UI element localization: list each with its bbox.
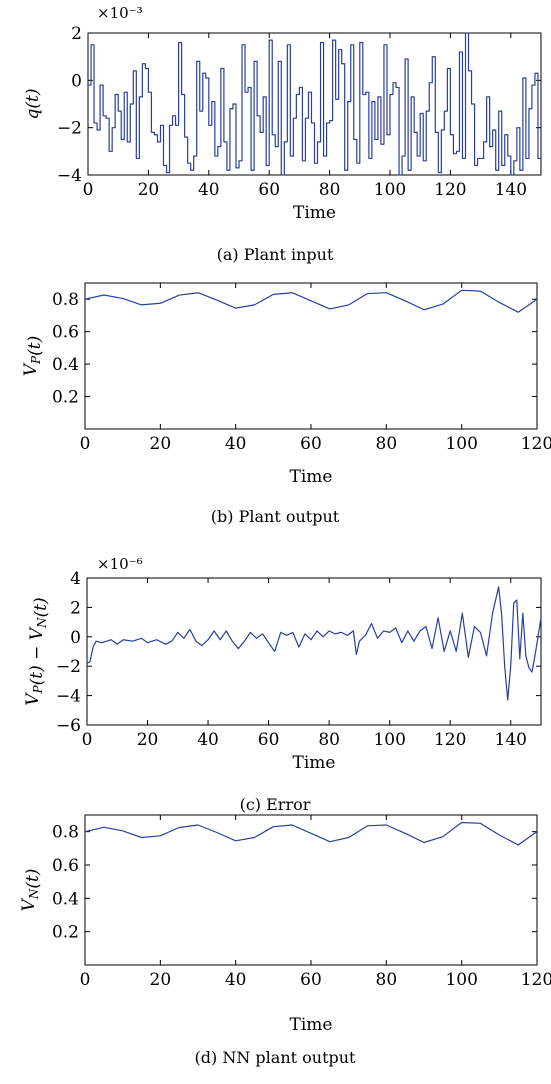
series-line <box>84 289 538 313</box>
panel-a: 0 20 40 60 80 100 120 140 −4 −2 0 2 ×10⁻³ Time q(t) (a)… <box>23 4 542 264</box>
y-multiplier: ×10⁻³ <box>97 4 143 22</box>
series-line <box>86 586 542 701</box>
plot-frame <box>86 577 542 726</box>
x-axis-label: Time <box>293 753 336 773</box>
y-tick-label: 4 <box>70 569 81 589</box>
plot-frame <box>87 32 542 176</box>
plot-frame <box>84 814 538 966</box>
x-tick-label: 80 <box>318 730 340 750</box>
y-tick-label: 2 <box>70 598 81 618</box>
y-tick-label: 0 <box>71 71 82 91</box>
x-tick-label: 20 <box>138 180 160 200</box>
x-tick-label: 40 <box>197 730 219 750</box>
y-axis-label: VN(t) <box>19 869 43 912</box>
x-axis-label: Time <box>290 467 333 487</box>
panel-d: 0 20 40 60 80 100 120 0.2 0.4 0.6 0.8 Time VN(t) (d) … <box>19 814 551 1067</box>
y-tick-label: 0.6 <box>52 856 79 876</box>
x-tick-label: 60 <box>258 730 280 750</box>
y-tick-label: 0.4 <box>52 355 79 375</box>
x-tick-label: 80 <box>376 434 398 454</box>
x-tick-label: 120 <box>434 180 466 200</box>
y-tick-label: 2 <box>71 24 82 44</box>
panel-caption: (c) Error <box>240 795 311 814</box>
x-axis-label: Time <box>290 1015 333 1035</box>
panel-caption: (d) NN plant output <box>195 1048 357 1067</box>
x-tick-label: 120 <box>521 970 551 990</box>
x-tick-label: 20 <box>150 970 172 990</box>
x-tick-label: 100 <box>373 730 405 750</box>
x-tick-label: 120 <box>434 730 466 750</box>
x-tick-label: 0 <box>80 434 91 454</box>
x-tick-label: 40 <box>225 970 247 990</box>
y-axis-label: VP(t) <box>21 336 45 376</box>
x-tick-label: 20 <box>137 730 159 750</box>
x-tick-label: 60 <box>300 434 322 454</box>
x-tick-label: 80 <box>319 180 341 200</box>
y-tick-label: 0.4 <box>52 889 79 909</box>
x-axis-label: Time <box>293 203 336 223</box>
x-tick-label: 100 <box>445 434 477 454</box>
y-tick-label: −4 <box>56 687 81 707</box>
plot-frame <box>84 282 538 430</box>
panel-caption: (a) Plant input <box>217 245 334 264</box>
y-axis-label: q(t) <box>23 89 43 120</box>
y-tick-label: −4 <box>57 166 82 186</box>
x-tick-label: 100 <box>374 180 406 200</box>
x-tick-label: 60 <box>258 180 280 200</box>
x-tick-label: 0 <box>80 970 91 990</box>
y-tick-label: 0.8 <box>52 290 79 310</box>
y-tick-label: −6 <box>56 716 81 736</box>
series-line <box>88 32 541 176</box>
y-tick-label: 0.2 <box>52 388 79 408</box>
x-tick-label: 120 <box>521 434 551 454</box>
x-tick-label: 100 <box>445 970 477 990</box>
x-tick-label: 0 <box>83 180 94 200</box>
panel-caption: (b) Plant output <box>211 507 340 526</box>
y-multiplier: ×10⁻⁶ <box>97 555 143 573</box>
y-tick-label: −2 <box>56 657 81 677</box>
x-tick-label: 60 <box>300 970 322 990</box>
y-tick-label: −2 <box>57 119 82 139</box>
y-tick-label: 0 <box>70 628 81 648</box>
y-axis-label: VP(t) − VN(t) <box>23 597 51 705</box>
x-tick-label: 0 <box>82 730 93 750</box>
x-tick-label: 40 <box>225 434 247 454</box>
x-tick-label: 80 <box>376 970 398 990</box>
x-tick-label: 140 <box>495 180 527 200</box>
y-tick-label: 0.2 <box>52 923 79 943</box>
series-line <box>84 821 538 846</box>
y-tick-label: 0.6 <box>52 323 79 343</box>
panel-c: 0 20 40 60 80 100 120 140 −6 −4 −2 0 2 4 ×10⁻⁶ Time VP(t… <box>23 555 542 814</box>
y-tick-label: 0.8 <box>52 823 79 843</box>
panel-b: 0 20 40 60 80 100 120 0.2 0.4 0.6 0.8 Time VP(t) (b) … <box>21 282 551 526</box>
x-tick-label: 40 <box>198 180 220 200</box>
x-tick-label: 20 <box>150 434 172 454</box>
x-tick-label: 140 <box>495 730 527 750</box>
